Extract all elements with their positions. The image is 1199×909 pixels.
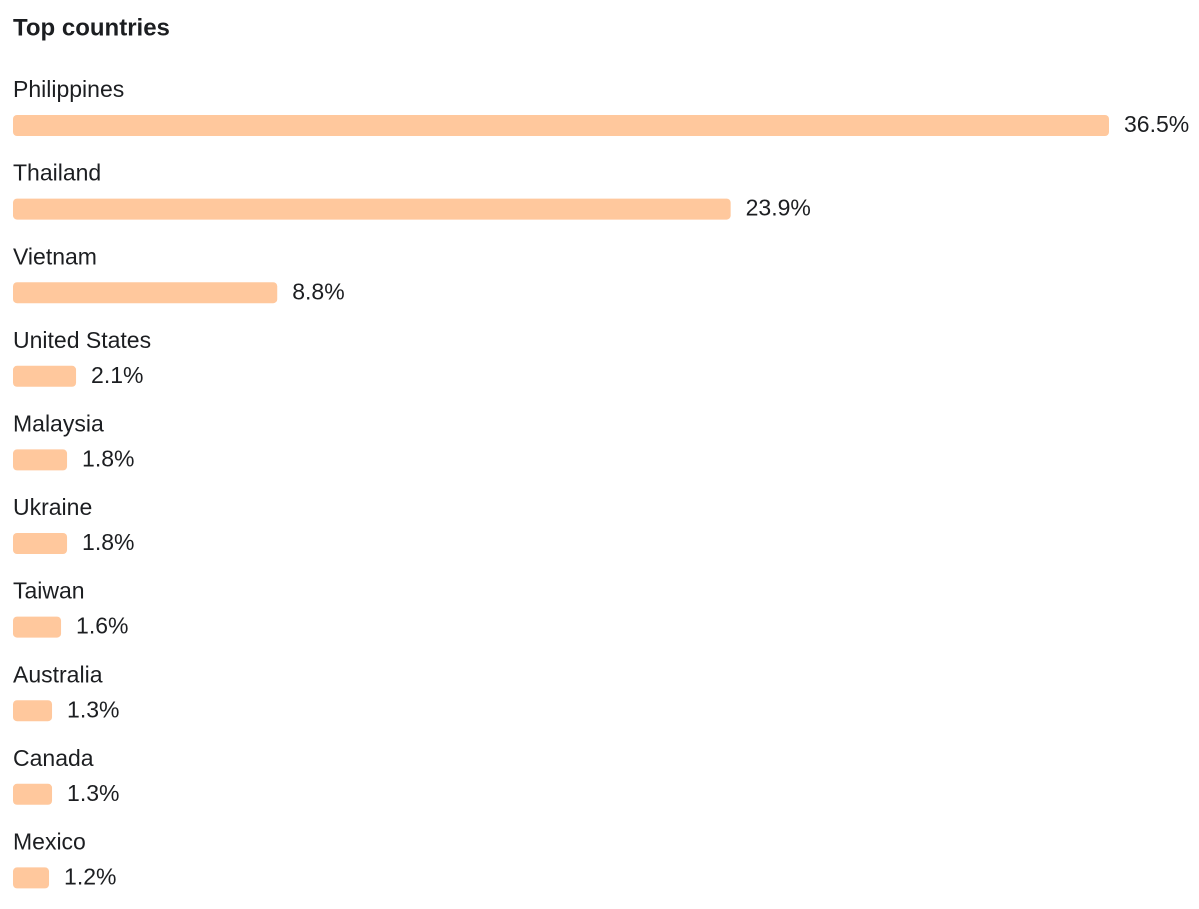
value-label: 36.5% xyxy=(1124,111,1189,137)
value-label: 1.8% xyxy=(82,445,134,471)
bar xyxy=(13,700,53,722)
category-label: Thailand xyxy=(13,160,101,186)
category-label: Ukraine xyxy=(13,494,92,520)
value-label: 1.3% xyxy=(67,696,119,722)
value-label: 1.6% xyxy=(76,613,128,639)
value-label: 1.3% xyxy=(67,780,119,806)
bar xyxy=(13,198,731,220)
bar xyxy=(13,783,53,805)
bar xyxy=(13,449,68,471)
category-label: Mexico xyxy=(13,828,86,854)
category-label: Canada xyxy=(13,745,94,771)
chart-title: Top countries xyxy=(13,14,170,41)
category-label: Philippines xyxy=(13,76,124,102)
bar xyxy=(13,533,68,554)
value-label: 23.9% xyxy=(746,195,811,221)
value-label: 1.8% xyxy=(82,529,134,555)
category-label: United States xyxy=(13,327,151,353)
bar xyxy=(13,867,50,889)
category-label: Vietnam xyxy=(13,243,97,269)
value-label: 2.1% xyxy=(91,362,143,388)
bar xyxy=(13,365,77,387)
value-label: 1.2% xyxy=(64,863,116,889)
bar xyxy=(13,282,278,304)
value-label: 8.8% xyxy=(292,278,344,304)
category-label: Malaysia xyxy=(13,410,104,436)
category-label: Australia xyxy=(13,661,103,687)
bar xyxy=(13,115,1109,136)
category-label: Taiwan xyxy=(13,578,85,604)
bar xyxy=(13,616,62,638)
